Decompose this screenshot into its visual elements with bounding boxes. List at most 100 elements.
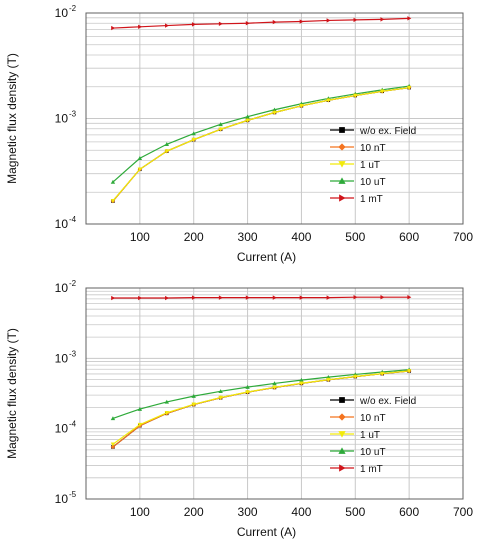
x-tick-label: 700 (453, 230, 473, 244)
data-point (245, 295, 250, 300)
y-tick-exponent: -4 (69, 420, 77, 429)
data-point (218, 21, 223, 27)
data-point (164, 399, 169, 404)
x-tick-label: 200 (184, 505, 204, 519)
data-point (245, 118, 250, 123)
data-point (272, 107, 277, 112)
legend-label: 10 uT (360, 447, 386, 458)
y-tick-exponent: -5 (69, 490, 77, 499)
data-point (138, 295, 143, 301)
y-tick-exponent: -4 (69, 215, 77, 224)
series-line (112, 87, 410, 202)
data-point (353, 17, 358, 23)
data-point (326, 98, 331, 103)
data-point (138, 24, 143, 29)
x-axis-label: Current (A) (237, 525, 296, 539)
legend-label: 1 uT (360, 160, 380, 171)
plot-frame (85, 12, 464, 225)
data-point (218, 295, 223, 300)
legend-label: 10 nT (360, 143, 386, 154)
data-point (406, 369, 412, 374)
y-tick-label: 10 (55, 492, 69, 506)
legend-marker (339, 464, 346, 472)
x-tick-label: 400 (291, 505, 311, 519)
x-tick-label: 500 (345, 230, 365, 244)
y-axis-label: Magnetic flux density (T) (5, 328, 19, 459)
data-point (245, 114, 250, 119)
x-tick-label: 300 (238, 505, 258, 519)
plot-area (86, 288, 463, 499)
data-point (191, 295, 196, 300)
legend-marker (338, 431, 346, 438)
y-axis-label: Magnetic flux density (T) (5, 53, 19, 184)
y-tick-label: 10 (55, 6, 69, 20)
data-point (326, 295, 331, 300)
data-point (110, 416, 116, 421)
data-point (245, 21, 250, 26)
data-point (218, 389, 223, 394)
data-point (164, 411, 169, 416)
data-point (110, 199, 116, 203)
x-tick-label: 700 (453, 505, 473, 519)
x-tick-label: 600 (399, 230, 419, 244)
x-tick-label: 100 (130, 230, 150, 244)
data-point (137, 406, 143, 411)
data-point (380, 371, 385, 376)
data-point (191, 22, 196, 27)
data-point (111, 295, 116, 301)
data-point (299, 19, 304, 24)
data-point (165, 23, 169, 28)
data-point (299, 377, 304, 382)
legend-marker (338, 143, 346, 151)
legend-marker (338, 161, 346, 168)
x-tick-label: 300 (238, 230, 258, 244)
data-point (380, 17, 385, 22)
legend-label: 1 mT (360, 194, 383, 205)
data-point (111, 25, 116, 31)
legend-marker (338, 413, 346, 421)
y-tick-exponent: -3 (69, 349, 77, 358)
legend-marker (338, 447, 346, 454)
data-point (137, 156, 143, 161)
legend-label: 10 uT (360, 177, 386, 188)
legend-marker (338, 177, 346, 184)
data-point (110, 444, 116, 450)
data-point (218, 127, 223, 132)
data-point (110, 442, 116, 447)
data-point (380, 294, 385, 300)
data-point (165, 295, 169, 301)
series-line (112, 296, 410, 299)
x-tick-label: 400 (291, 230, 311, 244)
data-point (272, 295, 277, 300)
data-point (406, 85, 412, 90)
legend-marker (339, 194, 346, 202)
data-point (353, 93, 358, 98)
x-tick-label: 100 (130, 505, 150, 519)
y-tick-label: 10 (55, 422, 69, 436)
plot-frame (85, 287, 464, 500)
data-point (110, 179, 116, 184)
data-point (245, 384, 250, 389)
data-point (326, 18, 331, 23)
series-line (112, 369, 410, 419)
data-point (137, 422, 143, 427)
data-point (272, 381, 277, 386)
y-tick-label: 10 (55, 281, 69, 295)
data-point (407, 16, 412, 21)
data-point (299, 104, 304, 108)
x-tick-label: 600 (399, 505, 419, 519)
data-point (137, 167, 143, 172)
legend-marker (339, 127, 345, 133)
y-tick-label: 10 (55, 351, 69, 365)
x-tick-label: 500 (345, 505, 365, 519)
y-tick-label: 10 (55, 112, 69, 126)
legend-label: 1 mT (360, 464, 383, 475)
y-tick-exponent: -3 (69, 110, 77, 119)
data-point (245, 390, 250, 395)
y-tick-exponent: -2 (69, 279, 77, 288)
legend-marker (339, 397, 345, 403)
data-point (326, 377, 331, 382)
